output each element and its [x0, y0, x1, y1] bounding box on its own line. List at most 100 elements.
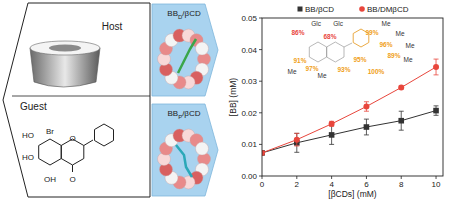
error-cap — [399, 130, 404, 131]
y-tick-label: 0.04 — [241, 46, 257, 55]
annotation: Glc — [311, 20, 322, 27]
host-cyclodextrin — [30, 42, 100, 87]
atom-label: Br — [46, 127, 54, 136]
error-bar — [364, 102, 369, 111]
point — [398, 85, 404, 91]
error-cap — [294, 152, 299, 153]
inset-ring — [327, 42, 344, 62]
atom-label: OH — [44, 175, 56, 184]
x-tick-label: 4 — [329, 180, 334, 189]
annotation: 99% — [365, 29, 378, 36]
error-cap — [399, 111, 404, 112]
annotation: 68% — [323, 33, 336, 40]
error-cap — [364, 119, 369, 120]
legend-marker — [359, 6, 365, 12]
complex-label: BBD/βCD — [167, 9, 201, 20]
annotation: 97% — [305, 65, 318, 72]
complex-label: BBP/βCD — [167, 109, 200, 120]
annotation: 95% — [353, 56, 366, 63]
annotation: Glc — [333, 20, 344, 27]
guest-title: Guest — [20, 101, 47, 112]
plot-marks — [262, 59, 439, 156]
panel-outline — [3, 3, 150, 197]
point — [433, 64, 439, 70]
y-tick-label: 0.05 — [241, 14, 257, 23]
legend-label: BB/βCD — [305, 5, 334, 14]
annotation: Me — [287, 68, 296, 75]
annotation: 86% — [291, 29, 304, 36]
error-cap — [434, 115, 439, 116]
point — [433, 108, 439, 114]
error-bar — [294, 133, 299, 152]
label-main: BB — [167, 109, 178, 118]
atom-label: O — [69, 175, 75, 184]
annotation: Me — [395, 30, 404, 37]
bond — [72, 165, 73, 172]
error-bar — [329, 121, 334, 126]
plot-frame — [262, 18, 443, 176]
annotation: Me — [381, 20, 390, 27]
y-tick — [259, 81, 262, 82]
error-stem — [296, 133, 297, 152]
atom-label: HO — [22, 131, 34, 140]
inset-ring — [309, 42, 326, 62]
point — [363, 103, 369, 109]
series-line — [262, 111, 436, 153]
guest-in-cavity — [176, 145, 192, 177]
y-tick — [259, 176, 262, 177]
y-tick — [259, 112, 262, 113]
x-axis-title: [βCDs] (mM) — [328, 189, 376, 199]
annotation: 100% — [368, 68, 385, 75]
y-tick-label: 0.03 — [241, 77, 257, 86]
error-bar — [364, 119, 369, 135]
ring-a — [39, 139, 62, 165]
label-main: BB — [167, 9, 178, 18]
atom-label: HO — [22, 153, 34, 162]
annotation: Me — [317, 72, 326, 79]
label-tail: /βCD — [182, 109, 201, 118]
complex-tile — [152, 104, 218, 196]
error-cap — [364, 101, 369, 102]
y-tick-label: 0.02 — [241, 109, 257, 118]
y-tick — [259, 18, 262, 19]
guest-in-cavity — [178, 39, 196, 73]
inset-bond — [344, 43, 352, 47]
point — [294, 137, 300, 143]
annotation: Me — [405, 42, 414, 49]
error-cap — [434, 105, 439, 106]
y-axis-title: [BB] (mM) — [228, 78, 238, 116]
y-tick-label: 0.00 — [241, 172, 257, 181]
error-bar — [434, 59, 439, 75]
x-tick-label: 2 — [295, 180, 300, 189]
host-title: Host — [102, 21, 123, 32]
atom — [196, 142, 209, 155]
x-tick-label: 8 — [399, 180, 404, 189]
error-cap — [294, 133, 299, 134]
atom-label: O — [69, 134, 75, 143]
complex: BBD/βCD — [152, 4, 218, 96]
error-cap — [294, 133, 299, 134]
annotation: 91% — [293, 57, 306, 64]
legend-marker — [298, 7, 303, 12]
bond — [84, 140, 93, 146]
point — [364, 124, 370, 130]
error-cap — [364, 134, 369, 135]
point — [262, 150, 265, 156]
error-bar — [294, 133, 299, 146]
error-cap — [329, 144, 334, 145]
series-line — [262, 67, 436, 153]
label-tail: /βCD — [182, 9, 201, 18]
x-tick-label: 10 — [432, 180, 441, 189]
chart: 0.000.010.020.030.040.050246810[βCDs] (m… — [228, 5, 443, 199]
diagram: Host Guest Br HO HO OH O O BBD/βCD BBP/βCD — [3, 3, 218, 197]
error-cap — [434, 74, 439, 75]
host-rim — [30, 41, 100, 55]
point — [329, 121, 335, 127]
annotation: 93% — [337, 66, 350, 73]
x-tick-label: 6 — [364, 180, 369, 189]
error-bar — [434, 106, 439, 115]
y-tick — [259, 144, 262, 145]
inset-structure: GlcGlc86%68%MeMeMeMeMeMe99%96%89%91%97%9… — [287, 20, 414, 79]
annotation: 89% — [387, 52, 400, 59]
legend-label: BB/DMβCD — [367, 5, 409, 14]
